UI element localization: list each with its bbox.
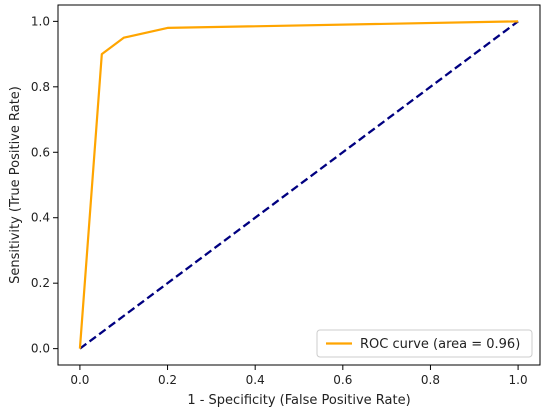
x-tick-label: 0.0 [70, 373, 89, 387]
x-tick-label: 0.8 [421, 373, 440, 387]
x-tick-label: 0.2 [158, 373, 177, 387]
axes-frame [57, 4, 541, 366]
y-tick-label: 0.6 [31, 145, 50, 159]
x-tick-label: 0.6 [333, 373, 352, 387]
y-tick-label: 0.2 [31, 276, 50, 290]
axis-ticks: 0.0 0.2 0.4 0.6 0.8 1.0 0.0 0.2 0.4 0.6 0.8 1.0 [31, 14, 528, 387]
axes-spines [57, 4, 541, 366]
y-tick-label: 0.4 [31, 211, 50, 225]
y-tick-label: 0.8 [31, 80, 50, 94]
series-layer [78, 20, 519, 350]
roc-curve-line [78, 20, 519, 349]
legend-label-roc: ROC curve (area = 0.96) [360, 337, 520, 352]
legend: ROC curve (area = 0.96) [316, 329, 533, 358]
y-tick-label: 1.0 [31, 14, 50, 28]
x-tick-label: 1.0 [509, 373, 528, 387]
legend-box [316, 329, 533, 358]
x-tick-label: 0.4 [246, 373, 265, 387]
chance-line [79, 20, 519, 350]
y-axis-label: Sensitivity (True Positive Rate) [8, 86, 23, 284]
y-tick-label: 0.0 [31, 342, 50, 356]
x-axis-label: 1 - Specificity (False Positive Rate) [187, 393, 410, 408]
